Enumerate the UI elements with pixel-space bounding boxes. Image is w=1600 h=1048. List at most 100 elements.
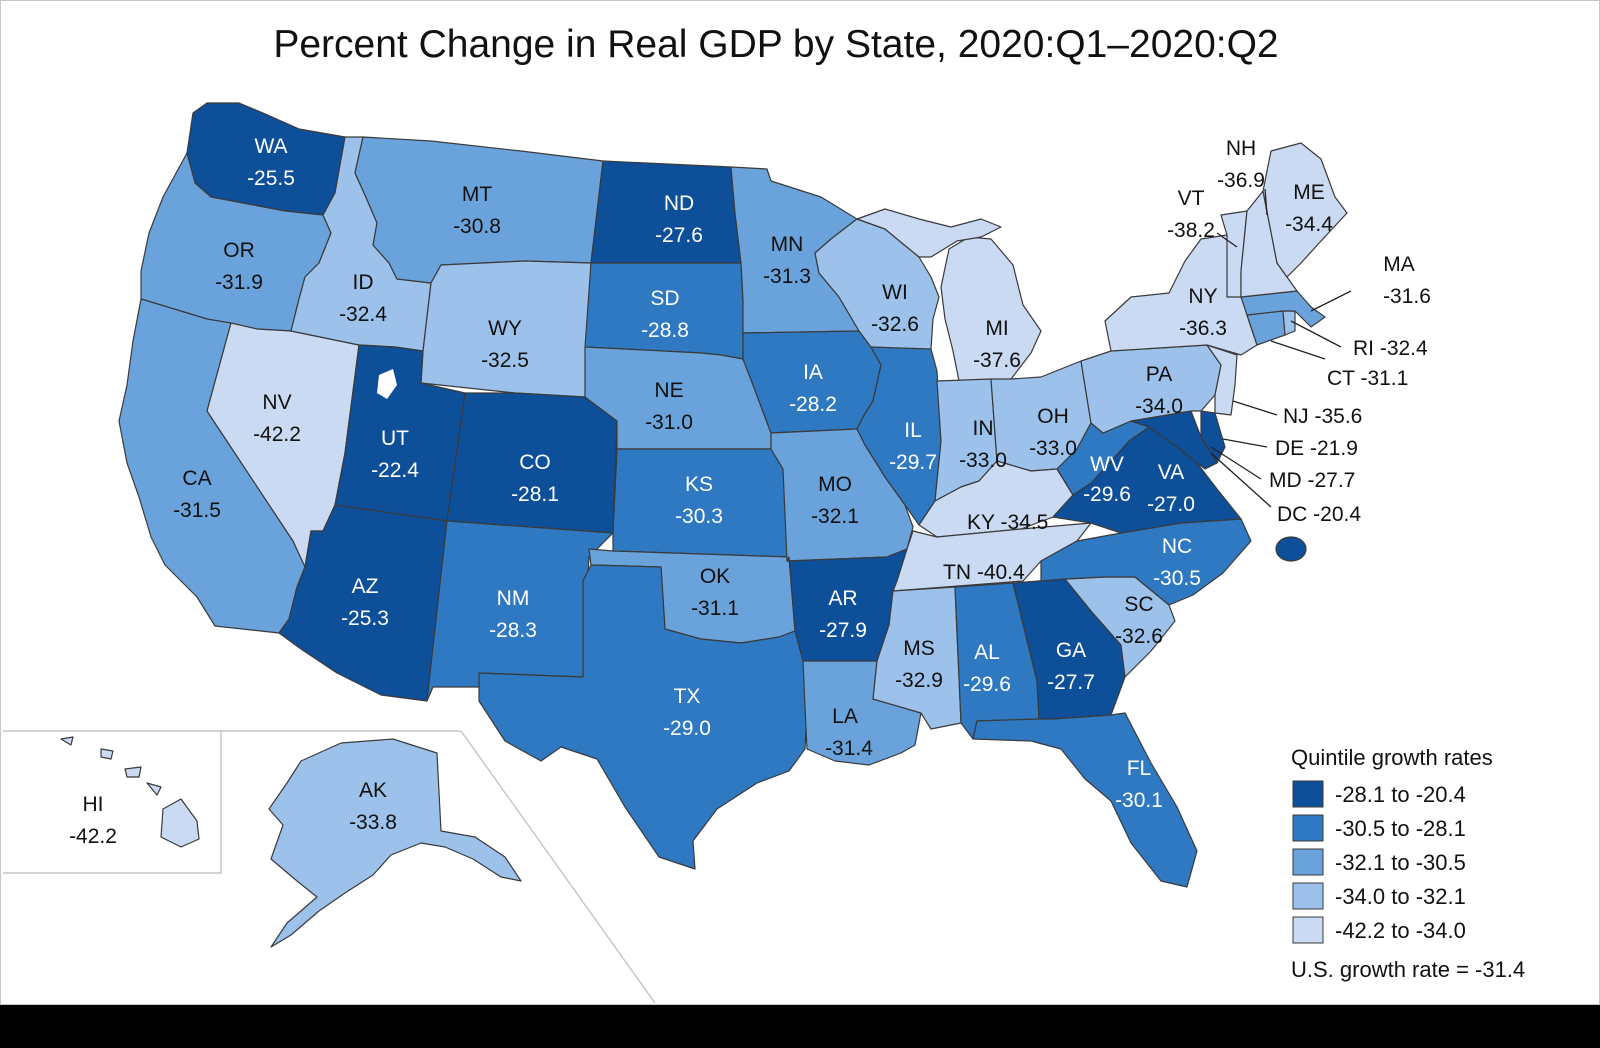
label-OR-value: -31.9 — [215, 271, 263, 294]
legend-swatch-4 — [1292, 882, 1324, 910]
label-IL-abbr: IL — [904, 419, 922, 442]
leader-lines — [1210, 188, 1352, 508]
legend-title: Quintile growth rates — [1291, 745, 1493, 770]
label-FL-value: -30.1 — [1115, 789, 1163, 812]
label-MS-abbr: MS — [903, 637, 935, 660]
label-NE-abbr: NE — [654, 379, 683, 402]
label-WI-value: -32.6 — [871, 313, 919, 336]
label-VT-value: -38.2 — [1167, 219, 1215, 242]
label-AZ-abbr: AZ — [352, 575, 379, 598]
label-SC-abbr: SC — [1124, 593, 1153, 616]
callout-NJ: NJ -35.6 — [1283, 405, 1362, 428]
callout-MD: MD -27.7 — [1269, 469, 1355, 492]
label-NM-value: -28.3 — [489, 619, 537, 642]
state-MI[interactable] — [940, 236, 1042, 382]
label-IL-value: -29.7 — [889, 451, 937, 474]
label-OR-abbr: OR — [223, 239, 255, 262]
label-AL-abbr: AL — [974, 641, 1000, 664]
label-PA-value: -34.0 — [1135, 395, 1183, 418]
legend-swatch-1 — [1292, 780, 1324, 808]
label-MN-abbr: MN — [771, 233, 804, 256]
label-NY-abbr: NY — [1188, 285, 1217, 308]
inset-boxes — [3, 730, 656, 1004]
label-MO-value: -32.1 — [811, 505, 859, 528]
label-AL-value: -29.6 — [963, 673, 1011, 696]
label-TX-abbr: TX — [674, 685, 701, 708]
label-HI-abbr: HI — [83, 793, 104, 816]
state-MD[interactable] — [1130, 410, 1218, 470]
legend-label-2: -30.5 to -28.1 — [1335, 816, 1466, 841]
label-MI-abbr: MI — [985, 317, 1008, 340]
label-MS-value: -32.9 — [895, 669, 943, 692]
label-PA-abbr: PA — [1146, 363, 1172, 386]
state-FL[interactable] — [972, 712, 1198, 888]
label-WV-abbr: WV — [1090, 453, 1124, 476]
label-NM-abbr: NM — [497, 587, 530, 610]
label-NH-abbr: NH — [1226, 137, 1256, 160]
label-CO-abbr: CO — [519, 451, 551, 474]
legend-label-5: -42.2 to -34.0 — [1335, 918, 1466, 943]
label-CA-abbr: CA — [182, 467, 211, 490]
label-HI-value: -42.2 — [69, 825, 117, 848]
label-ND-value: -27.6 — [655, 224, 703, 247]
label-GA-value: -27.7 — [1047, 671, 1095, 694]
label-SD-abbr: SD — [650, 287, 679, 310]
label-UT-abbr: UT — [381, 427, 409, 450]
label-AZ-value: -25.3 — [341, 607, 389, 630]
legend-label-3: -32.1 to -30.5 — [1335, 850, 1466, 875]
state-TX[interactable] — [478, 564, 810, 870]
legend-label-1: -28.1 to -20.4 — [1335, 782, 1466, 807]
label-MI-value: -37.6 — [973, 349, 1021, 372]
label-ID-value: -32.4 — [339, 303, 387, 326]
label-ND-abbr: ND — [664, 192, 694, 215]
label-KS-value: -30.3 — [675, 505, 723, 528]
label-IN-value: -33.0 — [959, 449, 1007, 472]
great-lakes — [377, 369, 397, 399]
label-OK-value: -31.1 — [691, 597, 739, 620]
label-KS-abbr: KS — [685, 473, 713, 496]
label-OH-abbr: OH — [1037, 405, 1069, 428]
label-NE-value: -31.0 — [645, 411, 693, 434]
label-NC-abbr: NC — [1162, 535, 1192, 558]
state-DE[interactable] — [1200, 410, 1226, 464]
state-MT[interactable] — [354, 136, 604, 284]
legend-swatch-5 — [1292, 916, 1324, 944]
state-DC[interactable] — [1275, 536, 1307, 562]
label-NC-value: -30.5 — [1153, 567, 1201, 590]
state-ME[interactable] — [1262, 142, 1348, 278]
label-AK-abbr: AK — [359, 779, 387, 802]
label-NV-abbr: NV — [262, 391, 291, 414]
state-MA[interactable] — [1240, 290, 1326, 328]
label-SC-value: -32.6 — [1115, 625, 1163, 648]
state-HI[interactable] — [160, 798, 200, 848]
state-NJ[interactable] — [1206, 344, 1238, 416]
label-WA-abbr: WA — [254, 135, 287, 158]
label-ME-value: -34.4 — [1285, 213, 1333, 236]
label-MT-value: -30.8 — [453, 215, 501, 238]
label-LA-value: -31.4 — [825, 737, 873, 760]
label-ID-abbr: ID — [353, 271, 374, 294]
state-AK[interactable] — [268, 738, 522, 948]
state-RI[interactable] — [1282, 310, 1296, 336]
label-WY-value: -32.5 — [481, 349, 529, 372]
label-OH-value: -33.0 — [1029, 437, 1077, 460]
label-MT-abbr: MT — [462, 183, 492, 206]
label-ME-abbr: ME — [1293, 181, 1325, 204]
label-AR-abbr: AR — [828, 587, 857, 610]
callout-DE: DE -21.9 — [1275, 437, 1358, 460]
state-MI-upper[interactable] — [856, 208, 1002, 258]
label-LA-abbr: LA — [832, 705, 858, 728]
us-choropleth-map: WA -25.5 ND -27.6 SD -28.8 UT -22.4 CO -… — [3, 102, 1525, 1004]
state-SD[interactable] — [584, 262, 744, 360]
label-NY-value: -36.3 — [1179, 317, 1227, 340]
label-MO-abbr: MO — [818, 473, 852, 496]
map-canvas: Percent Change in Real GDP by State, 202… — [0, 0, 1600, 1005]
label-WI-abbr: WI — [882, 281, 908, 304]
label-TX-value: -29.0 — [663, 717, 711, 740]
state-HI-islands[interactable] — [60, 736, 162, 796]
legend-swatch-3 — [1292, 848, 1324, 876]
label-WY-abbr: WY — [488, 317, 522, 340]
callout-KY: KY -34.5 — [967, 511, 1048, 534]
state-KS[interactable] — [612, 448, 790, 558]
label-IA-abbr: IA — [803, 361, 823, 384]
